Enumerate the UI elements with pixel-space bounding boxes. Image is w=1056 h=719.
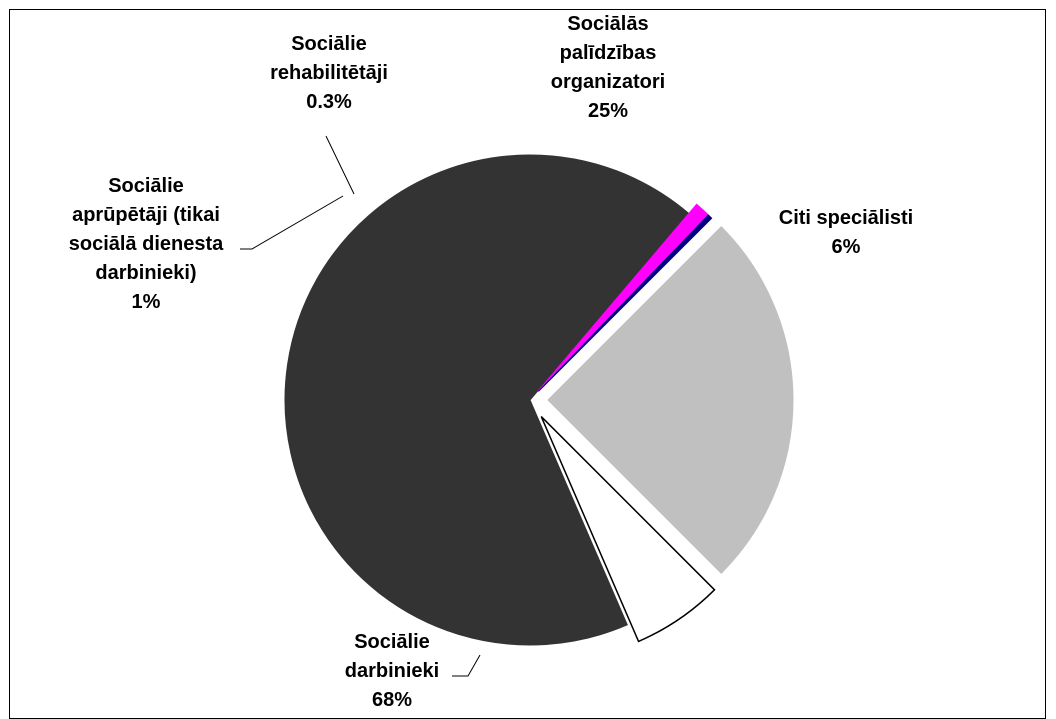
leader-line-3	[452, 654, 481, 677]
leader-line-5	[325, 135, 355, 195]
pie-slice-3	[284, 154, 690, 646]
slice-label-line: Sociālie	[291, 33, 367, 55]
slice-label-3: Sociālie darbinieki 68%	[345, 631, 439, 711]
slice-percent-3: 68%	[372, 689, 412, 711]
slice-percent-5: 0.3%	[306, 91, 352, 113]
slice-label-line: darbinieki)	[95, 262, 196, 284]
slice-label-5: Sociālie rehabilitētāji 0.3%	[270, 33, 388, 113]
slice-label-line: palīdzības	[560, 42, 657, 64]
pie-slice-1	[547, 226, 794, 574]
leader-line-4	[240, 195, 344, 250]
slice-percent-2: 6%	[832, 236, 861, 258]
slice-label-4: Sociālie aprūpētāji (tikai sociālā dienest…	[69, 175, 224, 313]
slice-label-line: aprūpētāji (tikai	[72, 204, 220, 226]
pie-slice-2	[540, 416, 716, 643]
slice-label-line: organizatori	[551, 71, 665, 93]
slice-label-1: Sociālās palīdzības organizatori 25%	[551, 13, 665, 122]
slice-label-2: Citi speciālisti 6%	[779, 207, 914, 258]
slice-percent-1: 25%	[588, 100, 628, 122]
pie-slice-5	[538, 214, 713, 392]
slice-label-line: rehabilitētāji	[270, 62, 388, 84]
slice-label-line: darbinieki	[345, 660, 439, 682]
slice-percent-4: 1%	[132, 291, 161, 313]
slice-label-line: Sociālie	[108, 175, 184, 197]
slice-label-line: Sociālie	[354, 631, 430, 653]
slice-label-line: Sociālās	[567, 13, 648, 35]
slice-label-line: sociālā dienesta	[69, 233, 224, 255]
slice-label-line: Citi speciālisti	[779, 207, 914, 229]
